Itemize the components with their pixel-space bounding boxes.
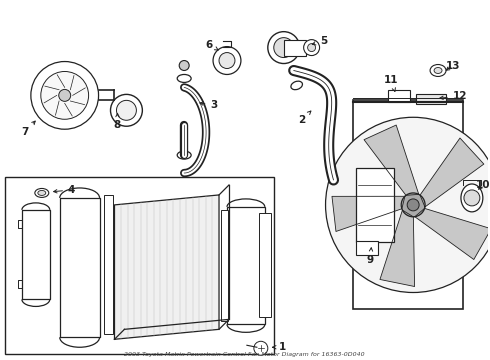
Circle shape <box>308 44 316 51</box>
Circle shape <box>407 199 419 211</box>
Bar <box>227 207 265 324</box>
Circle shape <box>111 94 143 126</box>
Bar <box>356 168 394 242</box>
Bar <box>5 177 274 354</box>
Circle shape <box>325 117 490 292</box>
Ellipse shape <box>461 184 483 212</box>
Text: 12: 12 <box>440 91 467 102</box>
Circle shape <box>268 32 300 63</box>
Circle shape <box>213 46 241 75</box>
Text: 13: 13 <box>446 60 460 71</box>
Circle shape <box>117 100 136 120</box>
Text: 4: 4 <box>53 185 75 195</box>
Polygon shape <box>420 138 484 207</box>
Text: 7: 7 <box>21 121 35 137</box>
Ellipse shape <box>430 64 446 76</box>
Bar <box>353 100 463 310</box>
Text: 3: 3 <box>200 100 218 110</box>
Polygon shape <box>415 208 490 260</box>
Ellipse shape <box>38 190 46 195</box>
Ellipse shape <box>35 189 49 197</box>
Circle shape <box>401 193 425 217</box>
Text: 11: 11 <box>384 76 398 91</box>
Text: 1: 1 <box>272 342 286 352</box>
Ellipse shape <box>177 151 191 159</box>
Bar <box>416 94 446 104</box>
Circle shape <box>464 190 480 206</box>
Ellipse shape <box>31 62 98 129</box>
Ellipse shape <box>337 172 350 182</box>
Circle shape <box>179 60 189 71</box>
Bar <box>221 210 228 321</box>
Bar <box>259 213 271 318</box>
Circle shape <box>274 38 294 58</box>
Circle shape <box>304 40 319 55</box>
Bar <box>22 210 50 300</box>
Circle shape <box>59 89 71 102</box>
Bar <box>356 241 378 255</box>
Text: 9: 9 <box>367 248 374 265</box>
Circle shape <box>219 53 235 68</box>
Ellipse shape <box>291 81 302 90</box>
Text: 2: 2 <box>298 111 311 125</box>
Polygon shape <box>364 125 419 195</box>
Polygon shape <box>332 196 405 231</box>
Text: 2003 Toyota Matrix Powertrain Control Fan Motor Diagram for 16363-0D040: 2003 Toyota Matrix Powertrain Control Fa… <box>123 352 364 357</box>
Ellipse shape <box>177 75 191 82</box>
Bar <box>388 90 410 102</box>
Polygon shape <box>380 210 415 287</box>
Ellipse shape <box>41 72 89 119</box>
Bar <box>284 40 306 55</box>
Polygon shape <box>115 195 219 339</box>
Circle shape <box>254 341 268 355</box>
Text: 10: 10 <box>476 180 490 190</box>
Text: 6: 6 <box>205 40 218 50</box>
Bar <box>60 198 99 337</box>
Bar <box>103 195 114 334</box>
Text: 5: 5 <box>312 36 327 46</box>
Ellipse shape <box>434 68 442 73</box>
Text: 8: 8 <box>114 113 121 130</box>
